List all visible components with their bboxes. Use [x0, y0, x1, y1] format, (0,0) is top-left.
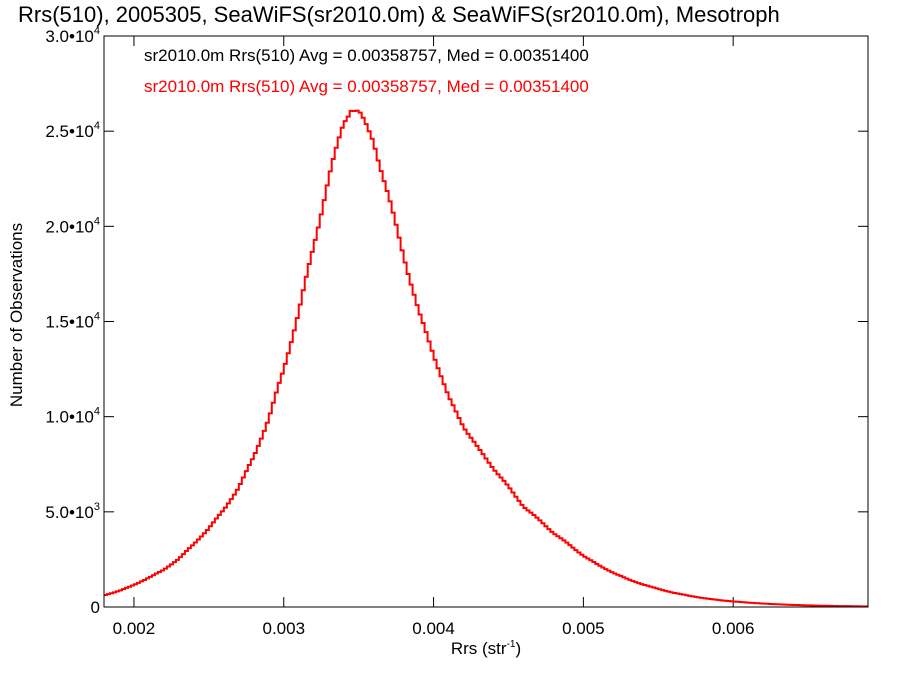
y-tick-label-2: 1.0•104: [45, 406, 100, 427]
histogram-series-0: [104, 109, 868, 608]
y-tick-label-5: 2.5•104: [45, 120, 100, 141]
legend-entry-2: sr2010.0m Rrs(510) Avg = 0.00358757, Med…: [144, 77, 589, 96]
legend-entry-1: sr2010.0m Rrs(510) Avg = 0.00358757, Med…: [144, 46, 589, 65]
y-tick-label-6: 3.0•104: [45, 25, 100, 46]
x-tick-label-1: 0.003: [262, 619, 305, 638]
x-tick-label-0: 0.002: [113, 619, 156, 638]
y-axis-label: Number of Observations: [7, 223, 26, 407]
x-axis-label-exponent: -1: [507, 639, 516, 650]
x-tick-label-3: 0.005: [562, 619, 605, 638]
y-tick-label-3: 1.5•104: [45, 311, 100, 332]
y-tick-label-0: 0: [91, 598, 100, 617]
x-axis-label-end: ): [515, 639, 521, 658]
plot-frame: [103, 35, 869, 608]
series-layer: [104, 109, 868, 608]
y-tick-label-4: 2.0•104: [45, 215, 100, 236]
y-axis-ticks: 0 5.0•103 1.0•104 1.5•104 2.0•104 2.5•104 3.0•…: [45, 25, 868, 617]
y-tick-label-1: 5.0•103: [45, 501, 100, 522]
x-axis-label: Rrs (str-1): [451, 639, 521, 658]
x-axis-label-main: Rrs (str: [451, 639, 507, 658]
chart-title: Rrs(510), 2005305, SeaWiFS(sr2010.0m) & …: [18, 2, 780, 27]
x-axis-ticks: 0.002 0.003 0.004 0.005 0.006: [113, 36, 755, 638]
x-tick-label-2: 0.004: [412, 619, 455, 638]
x-tick-label-4: 0.006: [712, 619, 755, 638]
